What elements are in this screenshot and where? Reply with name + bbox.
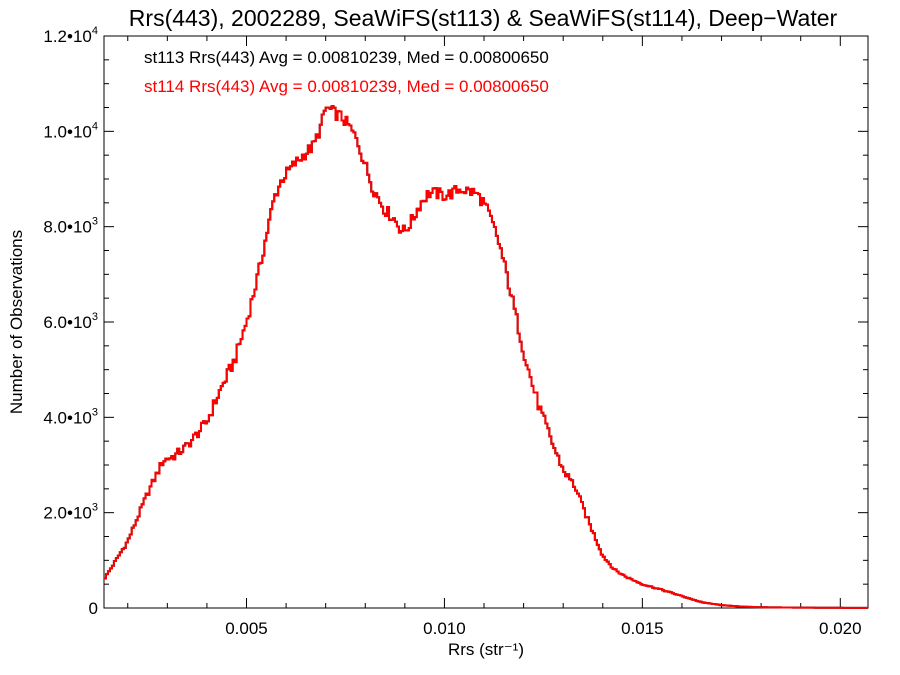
x-tick-label: 0.020 xyxy=(819,619,862,638)
x-tick-labels: 0.005 0.010 0.015 0.020 xyxy=(225,619,861,638)
histogram-line-st113 xyxy=(104,104,868,609)
y-tick-label: 0 xyxy=(89,599,98,618)
annotation-st113: st113 Rrs(443) Avg = 0.00810239, Med = 0… xyxy=(144,48,549,67)
axis-ticks xyxy=(104,35,868,609)
y-tick-label: 8.0•103 xyxy=(43,216,98,237)
y-tick-labels: 0 2.0•103 4.0•103 6.0•103 8.0•103 1.0•104 1.2•… xyxy=(43,25,98,618)
x-tick-label: 0.005 xyxy=(225,619,268,638)
annotation-st114: st114 Rrs(443) Avg = 0.00810239, Med = 0… xyxy=(144,77,549,96)
x-tick-label: 0.015 xyxy=(621,619,664,638)
x-tick-label: 0.010 xyxy=(423,619,466,638)
y-axis-label: Number of Observations xyxy=(7,230,26,414)
y-tick-label: 1.0•104 xyxy=(43,120,98,141)
chart-title: Rrs(443), 2002289, SeaWiFS(st113) & SeaW… xyxy=(129,5,838,31)
y-tick-label: 4.0•103 xyxy=(43,406,98,427)
y-tick-label: 6.0•103 xyxy=(43,311,98,332)
plot-frame xyxy=(103,35,869,609)
y-tick-label: 1.2•104 xyxy=(43,25,98,46)
x-axis-label: Rrs (str⁻¹) xyxy=(448,640,524,659)
y-tick-label: 2.0•103 xyxy=(43,502,98,523)
histogram-line-st114 xyxy=(104,104,868,609)
